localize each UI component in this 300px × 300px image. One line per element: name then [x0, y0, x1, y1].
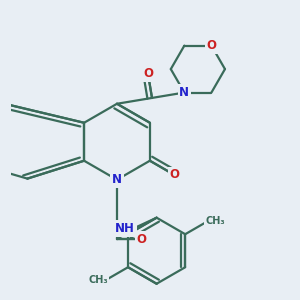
Text: O: O	[137, 233, 147, 246]
Text: O: O	[169, 169, 179, 182]
Text: CH₃: CH₃	[206, 216, 225, 226]
Text: O: O	[206, 39, 216, 52]
Text: N: N	[112, 173, 122, 186]
Text: CH₃: CH₃	[88, 275, 108, 285]
Text: O: O	[143, 67, 153, 80]
Text: N: N	[179, 86, 189, 99]
Text: NH: NH	[115, 222, 135, 235]
